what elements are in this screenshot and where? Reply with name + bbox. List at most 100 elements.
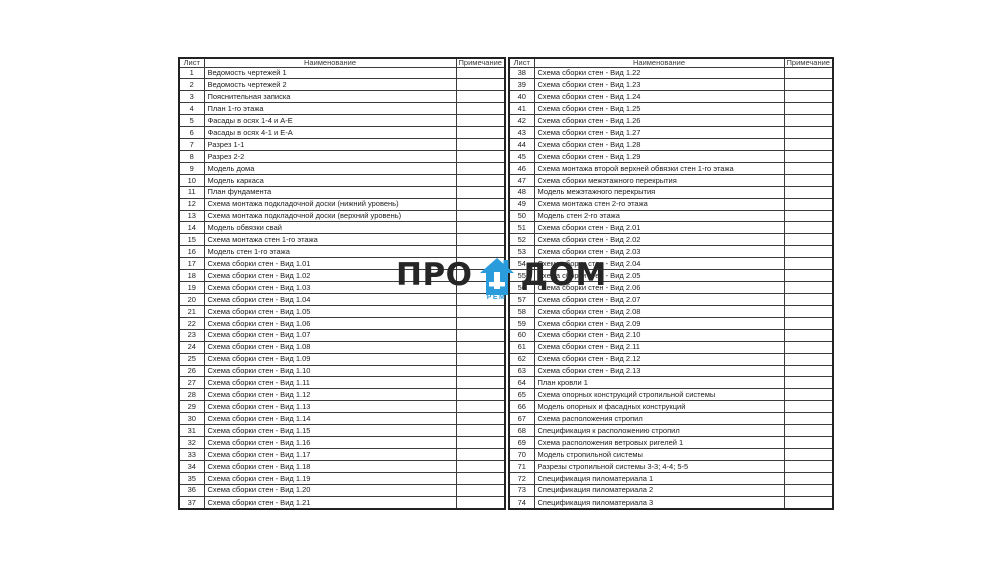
table-row: 8 Разрез 2-2 <box>178 149 506 163</box>
sheet-title: Схема монтажа подкладочной доски (верхни… <box>203 209 457 223</box>
sheet-title: Схема сборки стен - Вид 2.10 <box>533 328 785 342</box>
sheet-number: 2 <box>178 78 205 92</box>
sheet-number: 63 <box>508 364 535 378</box>
sheet-title: Схема монтажа подкладочной доски (нижний… <box>203 197 457 211</box>
table-row: 73 Спецификация пиломатериала 2 <box>508 483 834 497</box>
table-header-row: Лист Наименование Примечание <box>508 57 834 68</box>
table-row: 7 Разрез 1-1 <box>178 138 506 151</box>
table-row: 50 Модель стен 2-го этажа <box>508 209 834 223</box>
sheet-number: 70 <box>508 448 535 461</box>
sheet-title: Ведомость чертежей 2 <box>203 78 457 92</box>
sheet-title: Схема расположения стропил <box>533 412 785 426</box>
sheet-note <box>783 448 834 461</box>
sheet-title: Разрезы стропильной системы 3-3; 4-4; 5-… <box>533 459 785 473</box>
logo-text-pro: ПРО <box>396 257 473 293</box>
sheet-title: Схема сборки стен - Вид 1.25 <box>533 102 785 116</box>
sheet-note <box>455 90 506 104</box>
table-row: 5 Фасады в осях 1-4 и А-Е <box>178 114 506 128</box>
sheet-note <box>455 126 506 140</box>
sheet-number: 40 <box>508 90 535 104</box>
table-row: 59 Схема сборки стен - Вид 2.09 <box>508 316 834 330</box>
sheet-note <box>783 233 834 247</box>
sheet-number: 62 <box>508 352 535 366</box>
sheet-note <box>455 459 506 473</box>
table-row: 36 Схема сборки стен - Вид 1.20 <box>178 483 506 497</box>
table-row: 65 Схема опорных конструкций стропильной … <box>508 388 834 402</box>
sheet-title: Схема сборки стен - Вид 2.11 <box>533 340 785 354</box>
sheet-number: 38 <box>508 66 535 80</box>
sheet-note <box>455 102 506 116</box>
prodom-logo: ПРО РЕМ ДОМ <box>396 254 607 301</box>
sheet-note <box>455 388 506 402</box>
sheet-note <box>783 221 834 235</box>
sheet-title: Схема монтажа стен 1-го этажа <box>203 233 457 247</box>
sheet-title: Ведомость чертежей 1 <box>203 66 457 80</box>
table-row: 44 Схема сборки стен - Вид 1.28 <box>508 138 834 151</box>
sheet-note <box>455 138 506 151</box>
sheet-number: 42 <box>508 114 535 128</box>
sheet-number: 35 <box>178 471 205 485</box>
table-row: 64 План кровли 1 <box>508 376 834 390</box>
table-row: 34 Схема сборки стен - Вид 1.18 <box>178 459 506 473</box>
sheet-note <box>455 316 506 330</box>
sheet-number: 39 <box>508 78 535 92</box>
sheet-number: 7 <box>178 138 205 151</box>
sheet-number: 4 <box>178 102 205 116</box>
table-row: 49 Схема монтажа стен 2-го этажа <box>508 197 834 211</box>
sheet-note <box>783 495 834 510</box>
sheet-number: 11 <box>178 185 205 199</box>
table-row: 45 Схема сборки стен - Вид 1.29 <box>508 149 834 163</box>
sheet-note <box>783 90 834 104</box>
sheet-number: 66 <box>508 400 535 414</box>
sheet-title: Схема сборки стен - Вид 1.19 <box>203 471 457 485</box>
table-row: 21 Схема сборки стен - Вид 1.05 <box>178 304 506 318</box>
sheet-number: 33 <box>178 448 205 461</box>
sheet-number: 41 <box>508 102 535 116</box>
table-row: 52 Схема сборки стен - Вид 2.02 <box>508 233 834 247</box>
sheet-number: 17 <box>178 257 205 271</box>
sheet-number: 72 <box>508 471 535 485</box>
table-row: 29 Схема сборки стен - Вид 1.13 <box>178 400 506 414</box>
sheet-number: 46 <box>508 161 535 175</box>
table-row: 26 Схема сборки стен - Вид 1.10 <box>178 364 506 378</box>
sheet-note <box>455 328 506 342</box>
sheet-title: Модель обвязки свай <box>203 221 457 235</box>
sheet-title: Спецификация пиломатериала 1 <box>533 471 785 485</box>
sheet-number: 71 <box>508 459 535 473</box>
table-row: 40 Схема сборки стен - Вид 1.24 <box>508 90 834 104</box>
sheet-note <box>783 257 834 271</box>
sheet-title: Пояснительная записка <box>203 90 457 104</box>
sheet-number: 27 <box>178 376 205 390</box>
sheet-title: Схема сборки стен - Вид 1.07 <box>203 328 457 342</box>
table-row: 4 План 1-го этажа <box>178 102 506 116</box>
sheet-number: 5 <box>178 114 205 128</box>
sheet-title: Схема сборки стен - Вид 1.18 <box>203 459 457 473</box>
table-row: 51 Схема сборки стен - Вид 2.01 <box>508 221 834 235</box>
sheet-title: Схема сборки стен - Вид 1.26 <box>533 114 785 128</box>
header-sheet: Лист <box>508 57 535 68</box>
sheet-title: Схема сборки стен - Вид 1.11 <box>203 376 457 390</box>
sheet-note <box>783 459 834 473</box>
sheet-note <box>783 400 834 414</box>
table-row: 30 Схема сборки стен - Вид 1.14 <box>178 412 506 426</box>
sheet-note <box>783 376 834 390</box>
sheet-title: План кровли 1 <box>533 376 785 390</box>
sheet-note <box>455 424 506 438</box>
sheet-title: Схема сборки стен - Вид 1.10 <box>203 364 457 378</box>
sheet-number: 64 <box>508 376 535 390</box>
table-row: 46 Схема монтажа второй верхней обвязки с… <box>508 161 834 175</box>
table-row: 10 Модель каркаса <box>178 173 506 187</box>
sheet-title: Схема сборки стен - Вид 1.29 <box>533 149 785 163</box>
sheet-note <box>783 185 834 199</box>
sheet-number: 18 <box>178 269 205 283</box>
sheet-title: Схема сборки стен - Вид 1.20 <box>203 483 457 497</box>
sheet-number: 59 <box>508 316 535 330</box>
sheet-title: Схема монтажа второй верхней обвязки сте… <box>533 161 785 175</box>
sheet-title: Схема сборки стен - Вид 1.21 <box>203 495 457 510</box>
sheet-note <box>455 185 506 199</box>
sheet-title: Схема монтажа стен 2-го этажа <box>533 197 785 211</box>
sheet-note <box>783 328 834 342</box>
sheet-note <box>455 483 506 497</box>
sheet-note <box>455 364 506 378</box>
sheet-title: Схема сборки стен - Вид 2.02 <box>533 233 785 247</box>
